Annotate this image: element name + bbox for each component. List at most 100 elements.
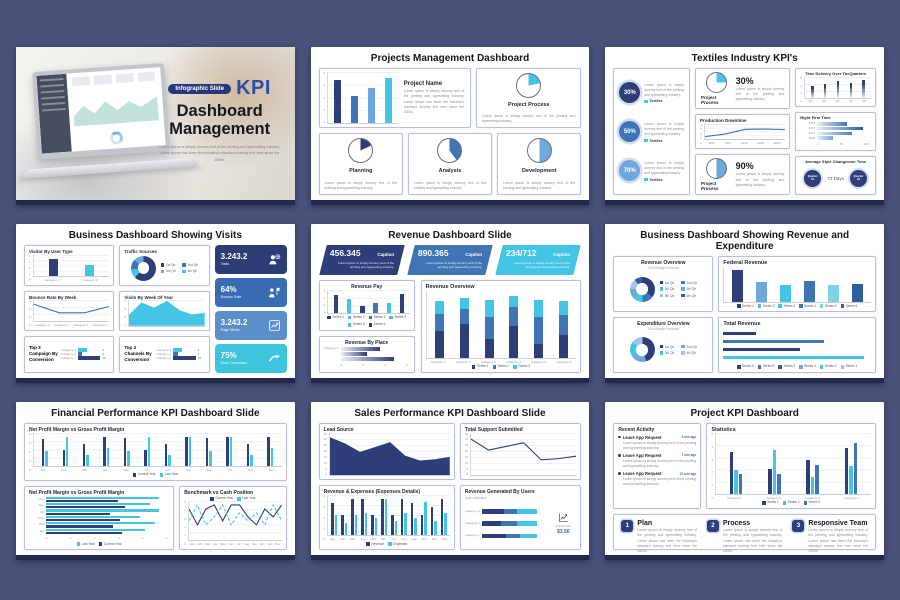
stat-70: 70% Lorem ipsum is simply dummy text of … [619, 160, 684, 182]
step-text: Lorem ipsum is simply dummy text of the … [637, 528, 697, 553]
traffic-sources-box: Traffic Sources 1st Qtr 2nd Qtr 3rd Qtr 4th… [119, 245, 210, 286]
slide-title: Textiles Industry KPI's [691, 53, 798, 64]
revenue-overview-box: Revenue Overview Category 1 Category 2 Cat… [420, 280, 582, 373]
channels-conversion-chart: Category 3 4 Category 2 2 Category 1 10 [156, 348, 201, 361]
slide-textiles-kpis[interactable]: Textiles Industry KPI's 30% Lorem ipsum … [605, 47, 884, 206]
step-title: Plan [637, 519, 653, 527]
kpi-card-page-views: 3.243.2 Page Views [214, 310, 287, 340]
benchmark-legend: Current Year Last Year [184, 496, 281, 501]
slide-title: Projects Management Dashboard [370, 53, 530, 64]
slide-revenue-dashboard[interactable]: Revenue Dashboard Slide 456.345 Caption … [310, 224, 590, 383]
plan-process-team-box: 1 Plan Lorem ipsum is simply dummy text … [613, 513, 876, 553]
box-title: Top 3 Campaign By Conversion [29, 345, 58, 363]
box-title: Revenue Generated By Users [464, 489, 535, 496]
total-revenue-chart [723, 328, 871, 364]
textiles-stats-box: 30% Lorem ipsum is simply dummy text of … [613, 68, 690, 196]
revenue-expenses-chart: 4 3 2 1 0 Jan Feb Mar Apr May Jun Jul Aug Sep Oct Nov De… [324, 495, 450, 541]
slide-revenue-expenditure[interactable]: Business Dashboard Showing Revenue and E… [605, 224, 884, 383]
project-process-top-box: Project Process 30% Lorem ipsum is simpl… [695, 68, 791, 110]
box-title: Revenue By Place [345, 339, 389, 346]
box-title: Recent Activity [618, 426, 655, 433]
box-title: Net Profit Margin vs Gross Profit Margin [29, 489, 125, 496]
slide-cover[interactable]: Infographic Slide KPI Dashboard Manageme… [16, 47, 295, 206]
box-title: Federal Revenue [723, 260, 768, 267]
total-support-box: Total Support Submitted 35 30 25 20 15 10 5 0 [459, 422, 582, 481]
total-revenue-legend: Series 6 Series 5 Series 4 Series 3 Series 2… [723, 364, 871, 369]
benchmark-box: Benchmark vs Cash Position Current Year L… [179, 485, 287, 550]
banner-890: 890.365 Caption Lorem ipsum is simply du… [407, 245, 493, 276]
slide-project-kpi[interactable]: Project KPI Dashboard Recent Activity Le… [605, 401, 884, 561]
cover-title-line2: Management [169, 120, 271, 139]
revenue-users-stacked-chart: Category 3 Category 2 Category 1 [465, 501, 547, 546]
campaign-conversion-chart: Category 3 4 Category 2 2 Category 1 10 [61, 348, 106, 361]
slide-title: Project KPI Dashboard [690, 407, 799, 419]
revenue-overview-legend: Series 1 Series 2 Series 3 [426, 364, 577, 369]
bullet-dot [618, 435, 621, 439]
box-title: Statistics [711, 426, 736, 433]
slide-sales-performance[interactable]: Sales Performance KPI Dashboard Slide Le… [310, 401, 590, 561]
box-title: Visits By Week Of Year [124, 294, 174, 300]
slide-title: Financial Performance KPI Dashboard Slid… [51, 407, 260, 419]
stat-text: Lorem ipsum is simply dummy text of the … [644, 82, 684, 97]
slide-title: Business Dashboard Showing Visits [68, 230, 242, 242]
time-delivery-box: Time Delivery Over TheQuarters 3 2 1 0 Q1 Q2 Q… [795, 68, 876, 108]
analysis-label: Analysis [438, 168, 462, 175]
box-title: Bounce Rate By Week [29, 294, 77, 300]
slide-financial-performance[interactable]: Financial Performance KPI Dashboard Slid… [16, 401, 295, 561]
statistics-box: Statistics 5 4 3 2 1 0 Category 1 Category 2 Cat… [706, 422, 876, 509]
statistics-bar-chart: 5 4 3 2 1 0 Category 1 Category 2 Category 3 Cate… [711, 433, 871, 499]
planning-box: Planning Lorem ipsum is simply dummy tex… [318, 133, 403, 196]
quarter-circle-2: Quarter 02 [849, 169, 867, 187]
analysis-pie [437, 138, 463, 163]
step-text: Lorem ipsum is simply dummy text of the … [808, 528, 868, 553]
visitor-bar-chart: 4 3 2 1 0 Category 1 Category 2 [29, 254, 110, 282]
lead-source-area-chart: 35 30 25 20 15 10 5 0 [324, 432, 450, 477]
project-process-pie [516, 73, 542, 98]
slide-title: Business Dashboard Showing Revenue and E… [640, 230, 850, 253]
revenue-expenses-legend: Revenue Expenses [324, 541, 450, 546]
bullet-dot [618, 472, 621, 475]
chart-line-icon [268, 320, 280, 331]
side-value: $3.56 [557, 529, 570, 536]
side-caption: Job Growth [555, 524, 571, 529]
expenditure-donut-legend: 1st Qtr 2nd Qtr 3rd Qtr 4th Qtr [659, 345, 697, 355]
box-title: Traffic Sources [124, 249, 157, 255]
laptop-donut-chart [109, 131, 124, 145]
stat-50: 50% Lorem ipsum is simply dummy text of … [619, 121, 684, 143]
traffic-donut-chart [130, 255, 156, 281]
changeover-days: 73 Days [827, 175, 844, 181]
statistics-legend: Series 1 Series 2 Series 3 [711, 500, 871, 505]
kpi-card-visits: 3.243.2 Visits [214, 245, 287, 275]
cover-title-line1: Dashboard [176, 102, 263, 120]
stat-text: Lorem ipsum is simply dummy text of the … [735, 172, 785, 187]
project-process-bottom-box: Project Process 90% Lorem ipsum is simpl… [695, 153, 791, 196]
step-text: Lorem ipsum is simply dummy text of the … [722, 528, 783, 553]
textiles-legend: Textiles [644, 178, 684, 182]
box-title: Total Support Submitted [464, 426, 523, 433]
development-text: Lorem ipsum is simply dummy text of the … [503, 181, 576, 191]
stat-text: Lorem ipsum is simply dummy text of the … [735, 86, 785, 101]
visitor-by-user-type-box: Visitor By User Type 4 3 2 1 0 Category 1 Cate… [24, 245, 115, 286]
step-number: 3 [792, 519, 805, 532]
box-title: Visitor By User Type [29, 249, 73, 255]
box-subtitle: 2023 Budget Revenue [647, 326, 680, 331]
revenue-overview-chart: Category 1 Category 2 Category 3 Category 4… [425, 290, 577, 364]
step-title: Responsive Team [808, 519, 868, 527]
slide-visits-dashboard[interactable]: Business Dashboard Showing Visits Visito… [16, 224, 295, 383]
revenue-overview-donut-box: Revenue Overview 2023 Budget Revenue 1st… [613, 256, 714, 312]
box-title: Revenue Overview [425, 284, 475, 291]
box-title: Revenue Pay [351, 284, 383, 291]
box-title: Top 3 Channels By Conversion [124, 345, 152, 363]
kpi-card-goal-conversion: 75% Goal Conversion [214, 343, 287, 373]
